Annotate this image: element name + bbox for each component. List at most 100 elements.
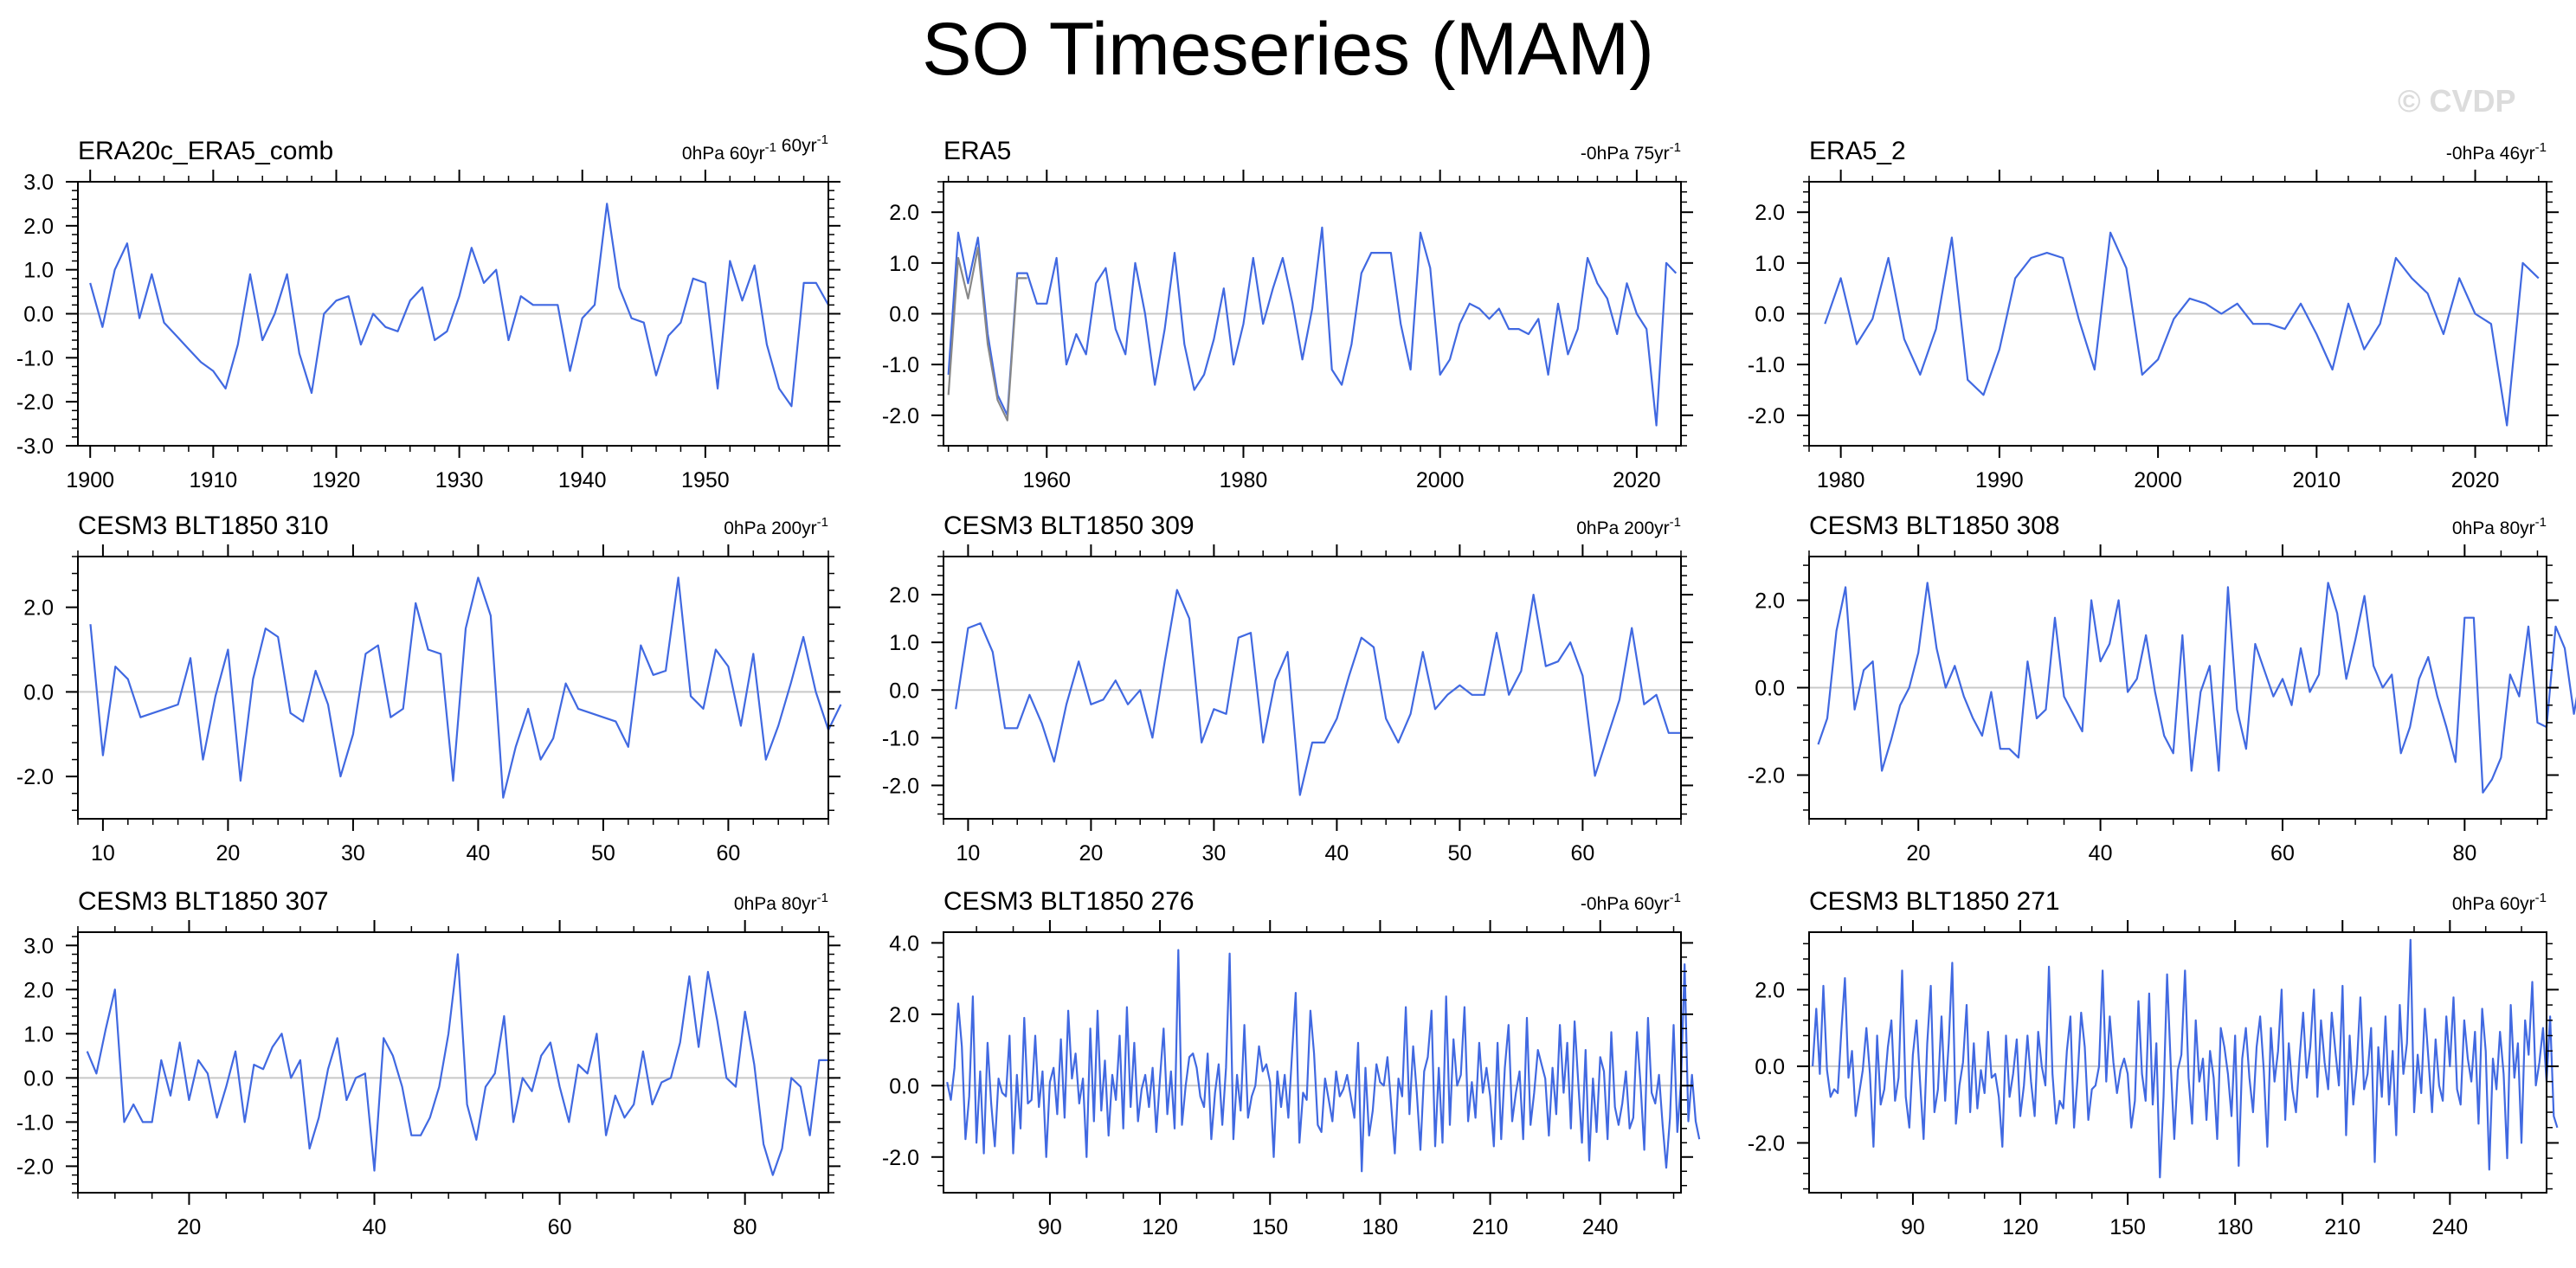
y-tick-label: 0.0 [1755, 1055, 1785, 1079]
x-tick-label: 60 [2270, 841, 2295, 866]
x-tick-label: 40 [1324, 841, 1349, 866]
panel-trend-label: -0hPa 60yr-1 [1581, 891, 1681, 914]
cvdp-watermark: © CVDP [2398, 83, 2516, 119]
x-tick-label: 180 [1362, 1215, 1399, 1239]
y-tick-label: -2.0 [16, 765, 54, 789]
series-line-1 [955, 589, 1681, 796]
x-tick-label: 80 [733, 1215, 757, 1239]
y-tick-label: 1.0 [889, 631, 919, 655]
panel-title: CESM3 BLT1850 308 [1809, 512, 2060, 540]
y-tick-label: 0.0 [1755, 303, 1785, 327]
y-tick-label: -1.0 [882, 726, 919, 750]
x-tick-label: 2020 [1613, 468, 1661, 492]
y-tick-label: 0.0 [23, 680, 54, 705]
x-tick-label: 10 [956, 841, 980, 866]
panel-trend-label: -0hPa 46yr-1 [2446, 140, 2547, 164]
y-tick-label: 0.0 [23, 1066, 54, 1091]
y-tick-label: 2.0 [23, 215, 54, 239]
y-tick-label: -3.0 [16, 434, 54, 459]
panel-title: ERA5_2 [1809, 137, 1906, 165]
x-tick-label: 90 [1901, 1215, 1925, 1239]
x-tick-label: 40 [466, 841, 490, 866]
series-line-1 [89, 576, 842, 799]
chart-panel-3: 1980 1990 2000 2010 2020 -2.0 -1.0 0.0 1.0 2.0 ERA… [1748, 137, 2559, 492]
series-line-1 [1817, 582, 2576, 794]
y-tick-label: 0.0 [889, 679, 919, 703]
y-tick-label: -1.0 [1748, 353, 1785, 377]
page-title: SO Timeseries (MAM) [922, 8, 1654, 91]
y-tick-label: 1.0 [1755, 252, 1785, 276]
y-tick-label: -1.0 [16, 1110, 54, 1135]
y-tick-label: -2.0 [882, 1146, 919, 1170]
x-tick-label: 240 [2431, 1215, 2468, 1239]
x-tick-label: 180 [2217, 1215, 2253, 1239]
y-tick-label: 2.0 [23, 978, 54, 1002]
x-tick-label: 1910 [190, 468, 238, 492]
x-tick-label: 40 [363, 1215, 387, 1239]
x-tick-label: 90 [1038, 1215, 1062, 1239]
panel-title: CESM3 BLT1850 310 [78, 512, 329, 540]
y-tick-label: 4.0 [889, 931, 919, 956]
panel-title: CESM3 BLT1850 276 [943, 887, 1195, 916]
x-tick-label: 1950 [681, 468, 730, 492]
x-tick-label: 2000 [2134, 468, 2182, 492]
x-tick-label: 1980 [1817, 468, 1865, 492]
y-tick-label: 1.0 [889, 252, 919, 276]
plot-frame [943, 556, 1682, 820]
x-tick-label: 20 [216, 841, 240, 866]
y-tick-label: 0.0 [23, 303, 54, 327]
panel-title: ERA5 [943, 137, 1011, 165]
x-tick-label: 10 [91, 841, 115, 866]
x-tick-label: 30 [341, 841, 365, 866]
x-tick-label: 1900 [66, 468, 114, 492]
y-tick-label: 2.0 [23, 596, 54, 621]
chart-panel-8: 90 120 150 180 210 240 -2.0 0.0 2.0 4.0 CESM3 BLT1… [882, 887, 1701, 1239]
x-tick-label: 2020 [2451, 468, 2500, 492]
y-tick-label: 0.0 [1755, 677, 1785, 701]
x-tick-label: 60 [1570, 841, 1594, 866]
y-tick-label: 2.0 [1755, 589, 1785, 614]
plot-frame [943, 931, 1682, 1194]
x-tick-label: 120 [1142, 1215, 1178, 1239]
y-tick-label: -2.0 [882, 404, 919, 428]
y-tick-label: 2.0 [1755, 201, 1785, 225]
x-tick-label: 210 [2324, 1215, 2360, 1239]
x-tick-label: 20 [1079, 841, 1103, 866]
panel-trend-label: 0hPa 80yr-1 [734, 891, 828, 914]
panel-trend-label: 0hPa 200yr-1 [724, 515, 828, 538]
x-tick-label: 1920 [312, 468, 361, 492]
x-tick-label: 30 [1201, 841, 1226, 866]
y-tick-label: -2.0 [882, 774, 919, 798]
x-tick-label: 210 [1472, 1215, 1509, 1239]
panel-title: ERA20c_ERA5_comb [78, 137, 333, 165]
series-line-1 [1812, 938, 2559, 1179]
panel-title: CESM3 BLT1850 271 [1809, 887, 2060, 916]
x-tick-label: 1960 [1022, 468, 1071, 492]
y-tick-label: 3.0 [23, 171, 54, 195]
x-tick-label: 60 [716, 841, 740, 866]
chart-panel-9: 90 120 150 180 210 240 -2.0 0.0 2.0 CESM3 BLT1850… [1748, 887, 2559, 1239]
chart-panel-4: 10 20 30 40 50 60 -2.0 0.0 2.0 CESM3 BLT1850 310 0… [16, 512, 842, 866]
series-line-1 [946, 949, 1701, 1173]
plot-frame [1808, 931, 2547, 1194]
panel-title: CESM3 BLT1850 309 [943, 512, 1195, 540]
x-tick-label: 1930 [435, 468, 484, 492]
series-line-1 [89, 203, 829, 408]
x-tick-label: 1990 [1975, 468, 2024, 492]
y-tick-label: -2.0 [16, 1155, 54, 1179]
x-tick-label: 20 [177, 1215, 202, 1239]
chart-panel-5: 10 20 30 40 50 60 -2.0 -1.0 0.0 1.0 2.0 CESM3 BLT18… [882, 512, 1693, 866]
y-tick-label: 2.0 [1755, 978, 1785, 1002]
y-tick-label: -2.0 [1748, 1131, 1785, 1155]
x-tick-label: 50 [591, 841, 615, 866]
chart-panel-7: 20 40 60 80 -2.0 -1.0 0.0 1.0 2.0 3.0 CESM3 BLT185… [16, 887, 840, 1239]
x-tick-label: 40 [2089, 841, 2113, 866]
x-tick-label: 50 [1447, 841, 1472, 866]
x-tick-label: 60 [548, 1215, 572, 1239]
x-tick-label: 240 [1582, 1215, 1619, 1239]
chart-panel-6: 20 40 60 80 -2.0 0.0 2.0 CESM3 BLT1850 308 0hPa … [1748, 512, 2576, 866]
panel-trend-label: 0hPa 80yr-1 [2452, 515, 2547, 538]
y-tick-label: 0.0 [889, 1074, 919, 1098]
x-tick-label: 150 [1252, 1215, 1288, 1239]
